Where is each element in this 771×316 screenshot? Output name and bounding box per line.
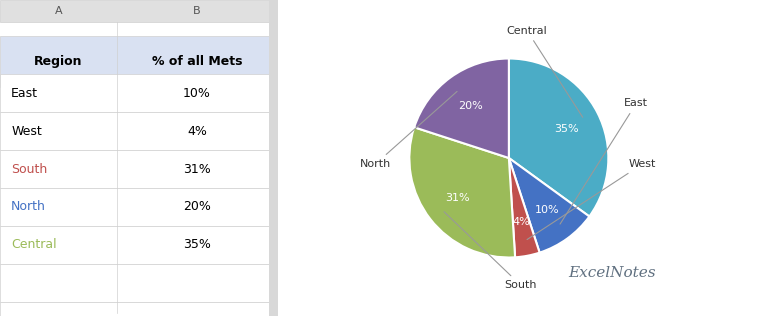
Wedge shape [509, 158, 589, 252]
Text: 4%: 4% [187, 125, 207, 138]
Bar [0, 74, 278, 112]
Bar [0, 264, 278, 302]
Text: 20%: 20% [183, 200, 211, 214]
Wedge shape [414, 58, 509, 158]
Text: North: North [360, 91, 457, 169]
Text: 35%: 35% [183, 238, 211, 252]
Bar [0, 36, 278, 87]
Text: West: West [527, 159, 656, 240]
Text: A: A [55, 6, 62, 16]
Text: South: South [11, 162, 47, 176]
Bar [351, 0, 667, 316]
Wedge shape [509, 58, 608, 216]
Wedge shape [509, 158, 540, 257]
Bar [0, 150, 278, 188]
Bar [269, 0, 278, 316]
Text: Central: Central [507, 26, 583, 117]
Text: South: South [444, 212, 537, 290]
Text: 31%: 31% [446, 193, 470, 203]
Text: Region: Region [34, 55, 82, 68]
Text: ExcelNotes: ExcelNotes [568, 266, 656, 280]
Text: Central: Central [11, 238, 57, 252]
Bar [0, 188, 278, 226]
Text: 20%: 20% [459, 101, 483, 111]
Bar [0, 302, 278, 316]
Text: % of all Mets: % of all Mets [152, 55, 242, 68]
Text: 35%: 35% [554, 124, 579, 134]
Bar [0, 0, 278, 22]
Text: North: North [11, 200, 46, 214]
Text: 31%: 31% [183, 162, 211, 176]
Text: B: B [194, 6, 201, 16]
Text: West: West [11, 125, 42, 138]
Text: 10%: 10% [183, 87, 211, 100]
Text: 10%: 10% [534, 205, 559, 215]
Text: East: East [11, 87, 38, 100]
Text: 4%: 4% [512, 216, 530, 227]
Bar [0, 112, 278, 150]
Wedge shape [409, 127, 515, 258]
Text: East: East [560, 98, 648, 224]
Bar [0, 226, 278, 264]
